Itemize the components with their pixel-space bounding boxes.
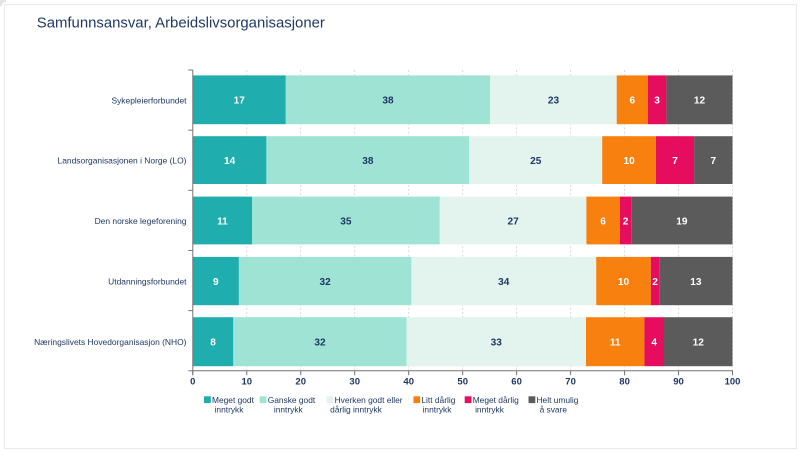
svg-text:6: 6 xyxy=(629,96,635,107)
svg-text:10: 10 xyxy=(618,277,630,288)
svg-text:inntrykk: inntrykk xyxy=(475,405,505,415)
svg-text:Utdanningsforbundet: Utdanningsforbundet xyxy=(108,277,187,287)
svg-text:40: 40 xyxy=(403,376,414,387)
svg-text:11: 11 xyxy=(610,338,621,349)
svg-text:2: 2 xyxy=(652,277,658,288)
svg-text:7: 7 xyxy=(710,156,716,167)
svg-text:14: 14 xyxy=(224,156,236,167)
svg-text:38: 38 xyxy=(362,156,374,167)
svg-text:Den norske legeforening: Den norske legeforening xyxy=(95,216,187,226)
svg-text:inntrykk: inntrykk xyxy=(274,405,304,415)
svg-text:Næringslivets Hovedorganisasjo: Næringslivets Hovedorganisasjon (NHO) xyxy=(34,337,187,347)
svg-text:27: 27 xyxy=(507,216,519,227)
svg-text:90: 90 xyxy=(673,376,684,387)
svg-text:19: 19 xyxy=(676,216,688,227)
svg-text:Ganske godt: Ganske godt xyxy=(268,395,316,405)
svg-text:6: 6 xyxy=(600,216,606,227)
svg-text:33: 33 xyxy=(491,338,503,349)
svg-text:8: 8 xyxy=(210,338,216,349)
svg-text:3: 3 xyxy=(654,96,660,107)
svg-text:25: 25 xyxy=(530,156,542,167)
svg-text:å svare: å svare xyxy=(540,405,568,415)
svg-text:30: 30 xyxy=(349,376,360,387)
svg-text:inntrykk: inntrykk xyxy=(215,405,245,415)
svg-text:23: 23 xyxy=(548,96,560,107)
svg-text:13: 13 xyxy=(690,277,702,288)
svg-text:34: 34 xyxy=(498,277,510,288)
svg-text:50: 50 xyxy=(457,376,468,387)
svg-text:10: 10 xyxy=(242,376,253,387)
svg-text:Hverken godt eller: Hverken godt eller xyxy=(335,395,403,405)
svg-text:100: 100 xyxy=(725,376,741,387)
svg-text:12: 12 xyxy=(693,338,705,349)
svg-text:12: 12 xyxy=(694,96,706,107)
svg-text:20: 20 xyxy=(295,376,306,387)
svg-text:Meget dårlig: Meget dårlig xyxy=(473,395,519,405)
svg-text:17: 17 xyxy=(234,96,246,107)
svg-text:Landsorganisasjonen i Norge (L: Landsorganisasjonen i Norge (LO) xyxy=(58,156,187,166)
svg-text:Meget godt: Meget godt xyxy=(212,395,255,405)
svg-text:32: 32 xyxy=(314,338,326,349)
svg-text:Samfunnsansvar, Arbeidslivsorg: Samfunnsansvar, Arbeidslivsorganisasjone… xyxy=(37,15,325,31)
svg-text:60: 60 xyxy=(511,376,522,387)
svg-text:32: 32 xyxy=(320,277,332,288)
svg-text:Sykepleierforbundet: Sykepleierforbundet xyxy=(111,95,187,105)
svg-text:80: 80 xyxy=(619,376,630,387)
svg-text:9: 9 xyxy=(213,277,219,288)
svg-text:0: 0 xyxy=(190,376,195,387)
svg-text:10: 10 xyxy=(623,156,635,167)
svg-text:Litt dårlig: Litt dårlig xyxy=(421,395,455,405)
svg-text:4: 4 xyxy=(651,338,657,349)
svg-text:2: 2 xyxy=(623,216,629,227)
svg-text:35: 35 xyxy=(340,216,352,227)
svg-text:7: 7 xyxy=(672,156,678,167)
svg-text:dårlig inntrykk: dårlig inntrykk xyxy=(330,405,382,415)
svg-text:Helt umulig: Helt umulig xyxy=(537,395,579,405)
svg-text:inntrykk: inntrykk xyxy=(423,405,453,415)
svg-text:11: 11 xyxy=(217,216,228,227)
svg-text:70: 70 xyxy=(565,376,576,387)
svg-text:38: 38 xyxy=(382,96,394,107)
